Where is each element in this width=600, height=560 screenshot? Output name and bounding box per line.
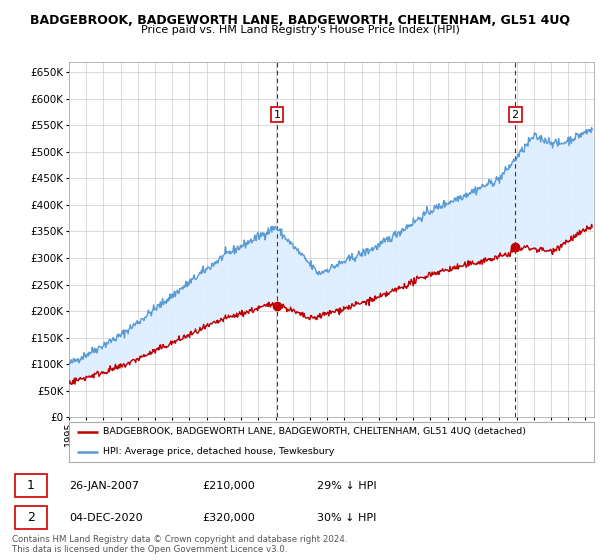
Text: 1: 1: [27, 479, 35, 492]
Text: 30% ↓ HPI: 30% ↓ HPI: [317, 513, 377, 523]
FancyBboxPatch shape: [15, 474, 47, 497]
Text: £320,000: £320,000: [202, 513, 255, 523]
Text: 2: 2: [27, 511, 35, 524]
FancyBboxPatch shape: [15, 506, 47, 529]
Text: 2: 2: [512, 110, 519, 120]
Text: 04-DEC-2020: 04-DEC-2020: [70, 513, 143, 523]
Text: 26-JAN-2007: 26-JAN-2007: [70, 480, 140, 491]
Text: BADGEBROOK, BADGEWORTH LANE, BADGEWORTH, CHELTENHAM, GL51 4UQ (detached): BADGEBROOK, BADGEWORTH LANE, BADGEWORTH,…: [103, 427, 526, 436]
Text: £210,000: £210,000: [202, 480, 255, 491]
Text: 29% ↓ HPI: 29% ↓ HPI: [317, 480, 377, 491]
Text: Price paid vs. HM Land Registry's House Price Index (HPI): Price paid vs. HM Land Registry's House …: [140, 25, 460, 35]
Text: HPI: Average price, detached house, Tewkesbury: HPI: Average price, detached house, Tewk…: [103, 447, 335, 456]
Text: BADGEBROOK, BADGEWORTH LANE, BADGEWORTH, CHELTENHAM, GL51 4UQ: BADGEBROOK, BADGEWORTH LANE, BADGEWORTH,…: [30, 14, 570, 27]
Text: 1: 1: [274, 110, 280, 120]
FancyBboxPatch shape: [69, 422, 594, 462]
Text: Contains HM Land Registry data © Crown copyright and database right 2024.
This d: Contains HM Land Registry data © Crown c…: [12, 535, 347, 554]
